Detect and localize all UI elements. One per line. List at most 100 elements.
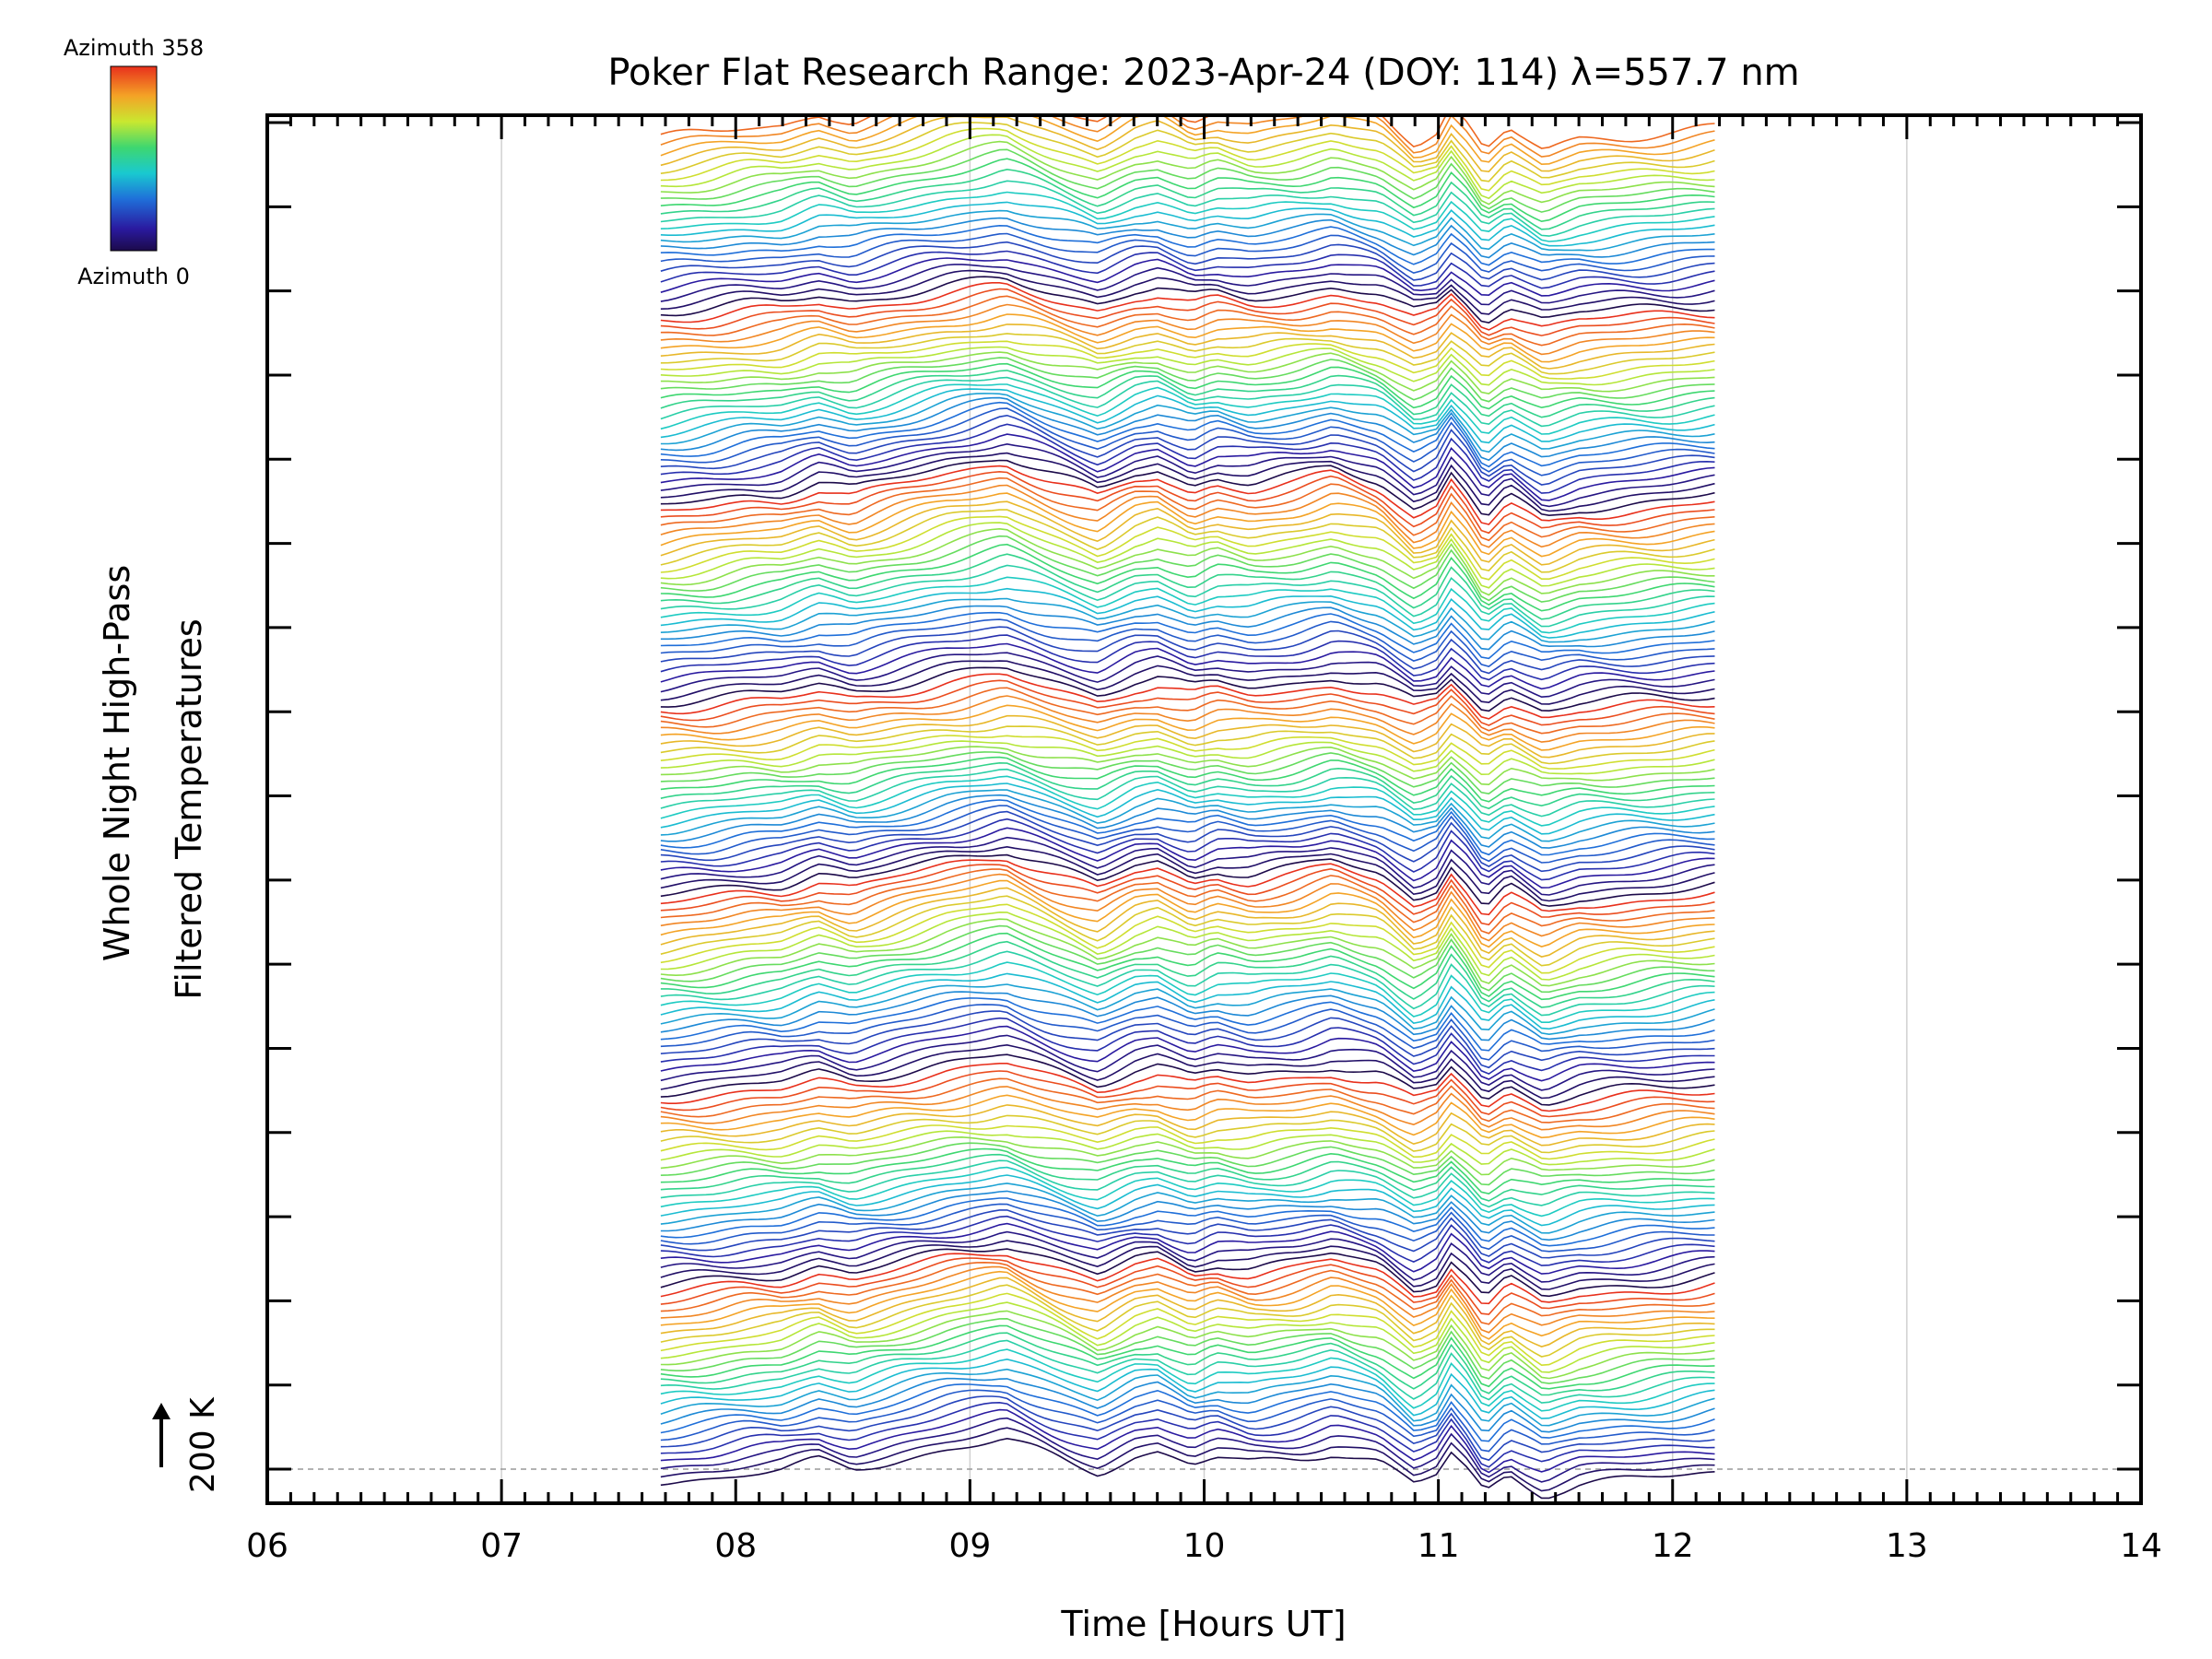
y-axis-label-line2: Filtered Temperatures — [169, 618, 209, 999]
series-line — [660, 115, 1715, 166]
series-line — [660, 652, 1715, 699]
series-line — [660, 1332, 1715, 1396]
series-line — [660, 1153, 1715, 1202]
series-line — [660, 1417, 1715, 1483]
series-line — [660, 794, 1715, 849]
series-line — [660, 864, 1715, 926]
series-line — [660, 376, 1715, 428]
series-line — [660, 1339, 1715, 1404]
series-line — [660, 269, 1715, 315]
series-line — [660, 527, 1715, 596]
series-line — [660, 452, 1715, 512]
series-line — [660, 972, 1715, 1030]
series-line — [660, 1124, 1715, 1160]
series-line — [660, 1265, 1715, 1334]
series-line — [660, 626, 1715, 675]
series-line — [660, 522, 1715, 589]
series-line — [660, 997, 1715, 1052]
series-line — [660, 879, 1715, 948]
series-line — [660, 1240, 1715, 1290]
series-line — [660, 370, 1715, 418]
colorbar-gradient — [110, 65, 158, 252]
x-axis-label: Time [Hours UT] — [1060, 1604, 1346, 1644]
series-line — [660, 209, 1715, 252]
series-line — [660, 115, 1715, 173]
series-line — [660, 201, 1715, 247]
series-line — [660, 351, 1715, 395]
series-line — [660, 961, 1715, 1023]
series-line — [660, 859, 1715, 916]
series-line — [660, 660, 1715, 705]
series-line — [660, 1166, 1715, 1218]
series-line — [660, 543, 1715, 612]
x-tick-label: 09 — [948, 1527, 991, 1565]
series-line — [660, 679, 1715, 726]
series-line — [660, 1437, 1715, 1500]
series-line — [660, 1277, 1715, 1347]
series-line — [660, 191, 1715, 242]
x-tick-label: 12 — [1652, 1527, 1694, 1565]
series-line — [660, 761, 1715, 810]
series-line — [660, 127, 1715, 192]
series-line — [660, 1377, 1715, 1433]
series-line — [660, 564, 1715, 628]
series-line — [660, 134, 1715, 200]
series-line — [660, 158, 1715, 223]
x-tick-label: 14 — [2120, 1527, 2162, 1565]
series-line — [660, 950, 1715, 1017]
series-line — [660, 714, 1715, 759]
series-line — [660, 388, 1715, 444]
series-line — [660, 303, 1715, 356]
series-line — [660, 414, 1715, 486]
series-line — [660, 940, 1715, 1008]
series-line — [660, 1159, 1715, 1208]
series-line — [660, 1043, 1715, 1100]
series-line — [660, 735, 1715, 770]
series-line — [660, 288, 1715, 336]
series-line — [660, 276, 1715, 324]
series-line — [660, 168, 1715, 230]
series-line — [660, 845, 1715, 902]
series-line — [660, 393, 1715, 453]
axis-ticks — [265, 115, 2143, 1503]
series-line — [660, 470, 1715, 535]
series-line — [660, 459, 1715, 517]
series-line — [660, 362, 1715, 410]
series-line — [660, 115, 1715, 158]
x-tick-label: 06 — [246, 1527, 288, 1565]
series-line — [660, 1070, 1715, 1118]
series-line — [660, 695, 1715, 743]
x-tick-label: 08 — [714, 1527, 757, 1565]
series-line — [660, 1142, 1715, 1186]
series-line — [660, 1203, 1715, 1253]
series-line — [660, 282, 1715, 331]
series-line — [660, 121, 1715, 182]
series-line — [660, 477, 1715, 542]
series-line — [660, 333, 1715, 375]
series-line — [660, 115, 1715, 149]
series-line — [660, 1104, 1715, 1147]
series-line — [660, 673, 1715, 720]
series-line — [660, 740, 1715, 776]
series-line — [660, 295, 1715, 347]
series-line — [660, 634, 1715, 681]
series-line — [660, 1230, 1715, 1283]
x-tick-label: 07 — [480, 1527, 523, 1565]
series-line — [660, 241, 1715, 281]
series-line — [660, 924, 1715, 994]
series-line — [660, 818, 1715, 881]
series-line — [660, 775, 1715, 827]
x-tick-labels: 06 07 08 09 10 11 12 13 14 — [246, 1527, 2162, 1565]
series-line — [660, 1270, 1715, 1340]
series-line — [660, 1004, 1715, 1061]
series-line — [660, 509, 1715, 573]
series-line — [660, 1427, 1715, 1492]
x-tick-label: 10 — [1183, 1527, 1226, 1565]
series-line — [660, 887, 1715, 958]
series-line — [660, 687, 1715, 735]
series-line — [660, 1025, 1715, 1082]
series-line — [660, 1135, 1715, 1176]
series-line — [660, 1222, 1715, 1275]
series-line — [660, 500, 1715, 566]
